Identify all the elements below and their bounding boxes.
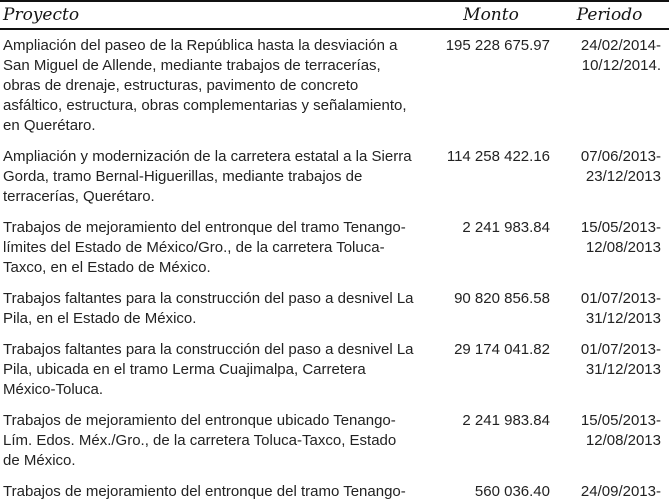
- project-amount: 2 241 983.84: [462, 219, 550, 236]
- project-description: Ampliación y modernización de la carrete…: [3, 148, 412, 205]
- period-line: 31/12/2013: [585, 361, 661, 378]
- project-amount: 2 241 983.84: [462, 412, 550, 429]
- project-period: 01/07/2013- 31/12/2013: [550, 334, 669, 405]
- project-period: 01/07/2013- 31/12/2013: [550, 283, 669, 334]
- table-row: Trabajos faltantes para la construcción …: [0, 334, 669, 405]
- project-period: 15/05/2013- 12/08/2013: [550, 405, 669, 476]
- project-description: Trabajos de mejoramiento del entronque u…: [3, 412, 397, 469]
- project-amount: 195 228 675.97: [445, 37, 550, 54]
- table-row: Trabajos de mejoramiento del entronque d…: [0, 212, 669, 283]
- period-line: 01/07/2013-: [580, 290, 661, 307]
- project-description: Ampliación del paseo de la República has…: [3, 37, 407, 134]
- project-description: Trabajos de mejoramiento del entronque d…: [3, 219, 406, 276]
- column-header-periodo: Periodo: [550, 1, 669, 30]
- period-line: 15/05/2013-: [580, 219, 661, 236]
- project-period: 24/02/2014- 10/12/2014.: [550, 29, 669, 141]
- project-period: 15/05/2013- 12/08/2013: [550, 212, 669, 283]
- period-line: 31/12/2013: [585, 310, 661, 327]
- period-line: 24/09/2013-: [580, 483, 661, 500]
- period-line: 24/02/2014-: [580, 37, 661, 54]
- project-amount: 114 258 422.16: [446, 148, 550, 165]
- column-header-proyecto: Proyecto: [0, 1, 432, 30]
- project-description: Trabajos de mejoramiento del entronque d…: [3, 483, 406, 500]
- table-row: Trabajos faltantes para la construcción …: [0, 283, 669, 334]
- project-amount: 560 036.40: [474, 483, 550, 500]
- period-line: 10/12/2014.: [581, 57, 661, 74]
- project-period: 24/09/2013-15/10/2013: [550, 476, 669, 503]
- table-body: Ampliación del paseo de la República has…: [0, 29, 669, 503]
- header-row: Proyecto Monto Periodo: [0, 1, 669, 30]
- project-amount: 90 820 856.58: [454, 290, 550, 307]
- table-row: Trabajos de mejoramiento del entronque u…: [0, 405, 669, 476]
- column-header-monto: Monto: [432, 1, 550, 30]
- period-line: 12/08/2013: [585, 239, 661, 256]
- period-line: 23/12/2013: [585, 168, 661, 185]
- project-description: Trabajos faltantes para la construcción …: [3, 290, 414, 327]
- period-line: 12/08/2013: [585, 432, 661, 449]
- period-line: 01/07/2013-: [580, 341, 661, 358]
- period-line: 15/05/2013-: [580, 412, 661, 429]
- project-period: 07/06/2013- 23/12/2013: [550, 141, 669, 212]
- project-amount: 29 174 041.82: [454, 341, 550, 358]
- period-line: 07/06/2013-: [580, 148, 661, 165]
- project-description: Trabajos faltantes para la construcción …: [3, 341, 414, 398]
- table-row: Ampliación del paseo de la República has…: [0, 29, 669, 141]
- table-row: Ampliación y modernización de la carrete…: [0, 141, 669, 212]
- table-row: Trabajos de mejoramiento del entronque d…: [0, 476, 669, 503]
